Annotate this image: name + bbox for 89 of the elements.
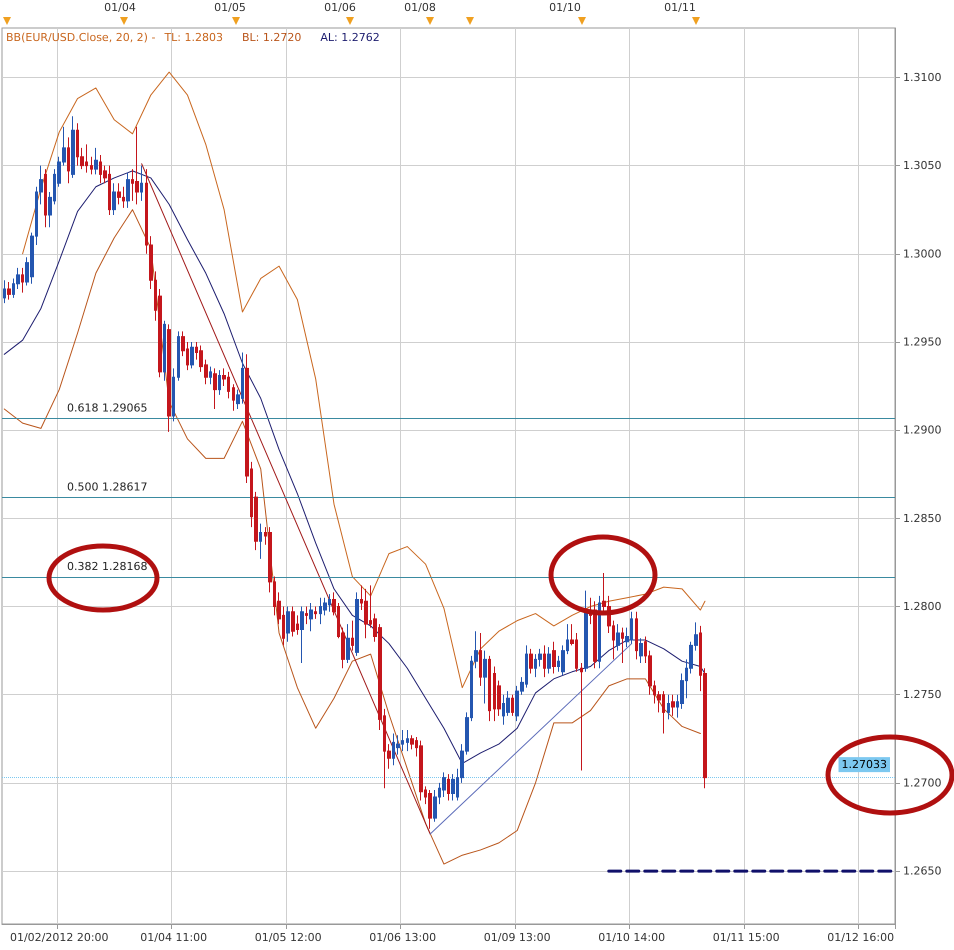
candlestick [7,281,11,300]
candlestick [671,694,675,716]
text: 01/05 [214,1,246,14]
candlestick [90,156,93,175]
x-tick-label: 01/05 12:00 [254,931,322,944]
legend-title: BB(EUR/USD.Close, 20, 2) - [6,31,156,44]
ref-line-label: 0.500 1.28617 [67,480,148,494]
x-tick-label: 01/11 15:00 [712,931,780,944]
line-series [22,72,706,688]
y-tick-label: 1.2650 [903,864,942,878]
candlestick [406,729,409,752]
candlestick [543,644,546,678]
candlestick [580,662,583,772]
y-tick-label: 1.2950 [903,335,942,348]
candlestick [305,606,308,625]
candlestick [309,602,313,632]
text: 01/08 [404,1,436,14]
candlestick [639,638,643,664]
y-tick-label: 1.3050 [903,159,942,172]
candlestick [488,655,491,722]
text: 01/06 [324,1,356,14]
y-tick-label: 1.3000 [903,247,942,260]
candlestick [300,606,304,664]
candlestick [314,606,317,620]
y-tick-label: 1.2750 [903,688,942,702]
x-tick-label: 01/04 11:00 [140,931,208,944]
line-series [4,170,706,764]
x-tick-label: 01/09 13:00 [484,931,551,944]
candlestick [213,368,217,410]
y-tick-label: 1.2900 [903,424,942,437]
x-tick-label: 01/02/2012 20:00 [10,931,109,944]
candlestick [483,650,487,704]
candlestick [291,606,295,638]
text: 01/04 [104,1,136,14]
candlestick [218,370,221,396]
candlestick [163,320,166,382]
candlestick [593,600,597,669]
y-tick-label: 1.2800 [903,600,942,614]
candlestick [3,280,6,304]
candlestick [428,789,432,830]
candlestick [135,126,139,205]
x-tick-label: 01/10 14:00 [598,931,666,944]
candlestick [616,624,620,652]
candlestick [511,694,514,716]
candlestick [209,366,212,385]
candlestick [21,267,24,294]
candlestick [447,774,450,802]
candlestick [552,641,556,674]
candlestick [67,136,70,184]
candlestick [529,648,533,674]
candlestick [479,632,482,686]
text: 01/11 [664,1,696,14]
y-tick-label: 1.2700 [903,776,942,790]
candlestick [598,595,601,669]
candlestick [346,624,350,664]
candlestick [419,740,423,802]
candlestick [167,324,171,432]
candlestick [547,646,551,674]
candlestick [172,368,175,422]
candlestick [364,588,368,639]
x-tick-label: 01/12 16:00 [827,931,894,944]
ref-line-label: 0.382 1.28168 [67,560,148,573]
candlestick [286,606,290,642]
candlestick [94,147,98,175]
x-tick-label: 01/06 13:00 [369,931,436,944]
candlestick [44,168,47,228]
candlestick [126,172,130,208]
candlestick [140,165,143,202]
candlestick [635,611,638,660]
text: 01/10 [549,1,581,14]
y-tick-label: 1.2850 [903,512,942,525]
candlestick [232,384,235,412]
candlestick [71,116,75,178]
text: TL: 1.2803 [163,31,223,44]
candlestick [190,341,194,369]
y-tick-label: 1.3100 [903,70,942,84]
ref-line-label: 1.27033 [842,758,887,772]
candlestick [584,590,588,672]
candlestick [177,330,180,382]
candlestick [621,627,624,664]
candlestick [112,182,116,216]
text: AL: 1.2762 [320,31,380,44]
candlestick [355,592,359,656]
candlestick [259,523,262,560]
ref-line-label: 0.618 1.29065 [67,402,148,415]
text: BL: 1.2720 [242,31,302,44]
candlestick [117,182,121,205]
candlestick [667,694,670,720]
candlestick [351,620,354,652]
